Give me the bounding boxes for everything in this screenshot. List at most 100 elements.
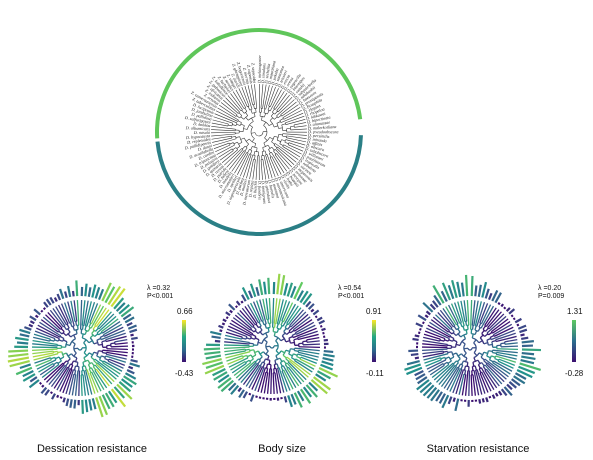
trait-bar [319, 321, 325, 324]
tree-branch [274, 136, 278, 137]
tree-arc [270, 346, 274, 348]
tree-arc [277, 328, 280, 329]
tree-branch [250, 151, 251, 155]
tree-branch [275, 93, 287, 109]
tree-branch [223, 100, 238, 114]
trait-bar [30, 316, 36, 320]
tree-arc [66, 353, 70, 359]
tree-branch [254, 84, 256, 108]
tree-arc [85, 330, 88, 331]
trait-bar [96, 287, 100, 298]
tree-branch [262, 152, 263, 156]
tree-branch [282, 105, 299, 117]
tree-branch [242, 146, 245, 149]
trait-bar [242, 295, 246, 301]
trait-bar [309, 304, 314, 309]
trait-bar [210, 332, 221, 334]
trait-bar [92, 285, 95, 298]
tree-branch [269, 153, 271, 157]
tree-branch [505, 340, 518, 342]
trait-bar [249, 393, 250, 395]
trait-bar [206, 356, 221, 359]
tree-arc [263, 352, 268, 356]
tree-branch [263, 147, 264, 151]
tree-branch [303, 344, 320, 345]
tree-arc [74, 361, 78, 362]
tree-branch [256, 156, 257, 180]
trait-bar [102, 283, 111, 301]
tree-arc [255, 132, 263, 136]
trait-bar [89, 399, 91, 410]
tree-branch [237, 116, 240, 118]
tree-branch [252, 139, 254, 142]
trait-bar [236, 306, 237, 307]
tree-branch [248, 149, 250, 152]
tree-branch [501, 346, 518, 347]
trait-bar [51, 392, 52, 394]
tree-arc [250, 154, 252, 155]
tree-branch [218, 108, 239, 120]
trait-bar [121, 307, 133, 316]
main-tree-branches [211, 84, 307, 180]
trait-bar [30, 377, 37, 381]
trait-bar [520, 334, 524, 335]
trait-bar [311, 309, 314, 311]
tree-branch [246, 144, 249, 147]
tree-branch [239, 142, 242, 144]
tree-branch [254, 151, 255, 155]
starvation-color-scale [572, 320, 576, 362]
tree-branch [246, 112, 248, 115]
trait-bar [264, 282, 266, 295]
trait-bar [244, 392, 247, 398]
trait-bar [322, 361, 334, 365]
trait-bar [511, 315, 513, 316]
trait-bar [455, 399, 458, 411]
tree-arc [269, 106, 271, 107]
body-size-color-scale [372, 320, 376, 362]
tree-branch [249, 125, 252, 127]
body-size-lambda: λ =0.54 [338, 285, 361, 292]
tree-branch [115, 343, 128, 344]
tree-branch [278, 115, 281, 117]
tree-branch [72, 342, 75, 345]
trait-bar [42, 385, 44, 387]
tree-branch [228, 95, 241, 110]
tree-branch [267, 110, 269, 114]
trait-bar [34, 309, 40, 314]
trait-bar [501, 304, 503, 306]
trait-bar [509, 309, 514, 314]
trait-bar [284, 283, 287, 295]
tree-arc [255, 337, 256, 340]
tree-branch [272, 147, 275, 150]
tree-branch [282, 140, 286, 141]
tree-branch [230, 93, 242, 109]
tree-branch [234, 152, 246, 173]
tree-arc [464, 361, 468, 362]
trait-bar [40, 383, 41, 384]
trait-bar [324, 351, 333, 352]
tree-branch [264, 109, 265, 113]
trait-bar [498, 303, 499, 305]
tree-arc [237, 142, 239, 146]
trait-bar [315, 316, 317, 317]
trait-bar [321, 329, 325, 330]
tree-arc [283, 145, 284, 147]
trait-bar [522, 353, 534, 354]
trait-bar [425, 315, 428, 317]
trait-bar [19, 330, 30, 333]
tree-branch [254, 155, 255, 159]
dessication-title: Dessication resistance [37, 443, 147, 455]
tree-arc [81, 334, 85, 335]
trait-bar [482, 282, 486, 297]
tree-branch [211, 130, 235, 131]
tree-branch [269, 298, 270, 323]
tree-branch [254, 113, 255, 117]
tree-branch [270, 137, 274, 139]
starvation-lambda: λ =0.20 [538, 285, 561, 292]
trait-bar [489, 293, 492, 299]
trait-bar [237, 301, 240, 305]
trait-bar [412, 339, 418, 340]
tree-branch [282, 124, 286, 125]
tree-arc [71, 354, 76, 358]
trait-bar [222, 323, 224, 324]
